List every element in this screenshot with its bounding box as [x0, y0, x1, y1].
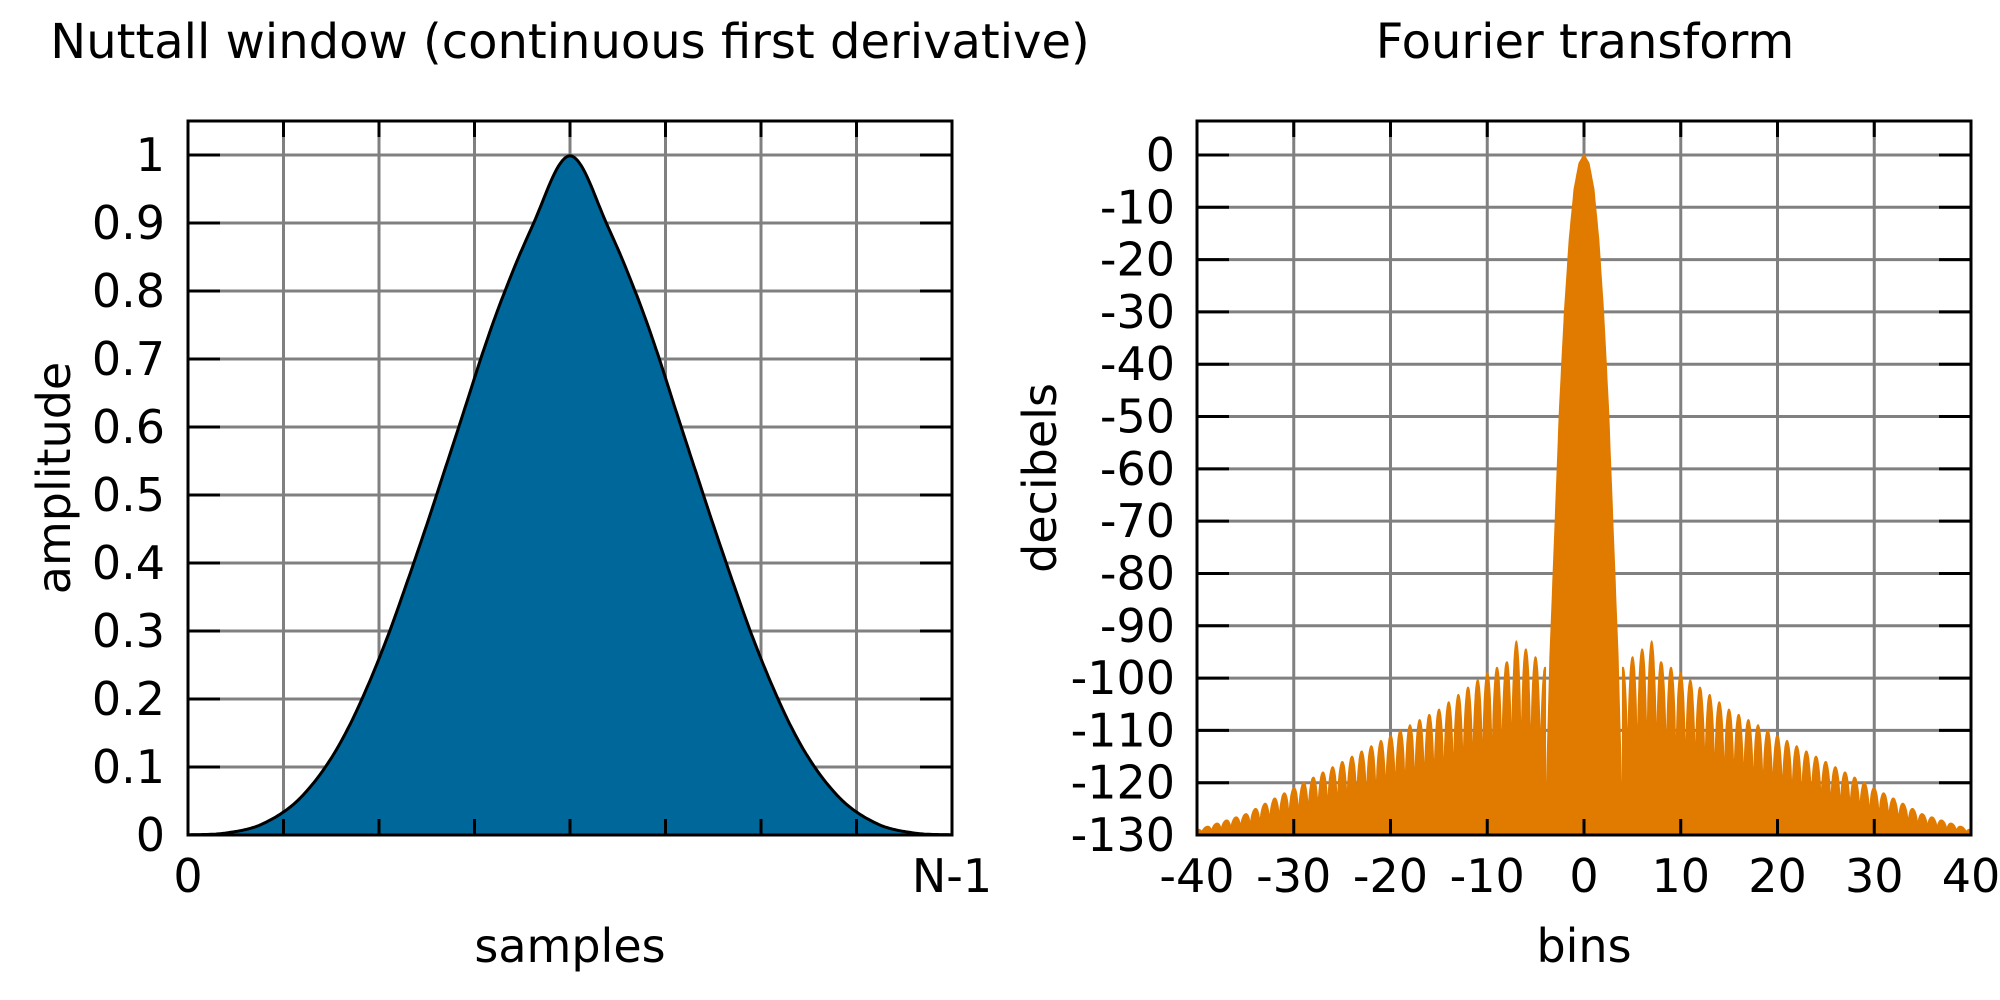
- fourier-x-tick-label: 10: [1651, 849, 1710, 903]
- fourier-chart: Fourier transform 0-10-20-30-40-50-60-70…: [1013, 14, 2000, 973]
- window-y-tick-label: 0.8: [92, 264, 165, 318]
- fourier-y-tick-label: -40: [1100, 337, 1175, 391]
- fourier-y-tick-label: -60: [1100, 442, 1175, 496]
- window-y-tick-label: 0.6: [92, 400, 165, 454]
- fourier-chart-tickmarks: [1197, 121, 1971, 837]
- fourier-y-tick-label: -70: [1100, 494, 1175, 548]
- fourier-x-tick-label: 30: [1845, 849, 1904, 903]
- window-y-tick-label: 0.3: [92, 604, 165, 658]
- fourier-spectrum: [1196, 153, 1972, 836]
- window-x-tick-labels: 0 N-1: [173, 849, 992, 903]
- fourier-sidelobes: [1621, 639, 1972, 836]
- fourier-x-tick-label: -30: [1256, 849, 1331, 903]
- window-chart-tickmarks: [188, 121, 952, 837]
- fourier-y-tick-label: -30: [1100, 285, 1175, 339]
- window-chart: Nuttall window (continuous first derivat…: [27, 14, 1090, 973]
- fourier-y-tick-label: -10: [1100, 180, 1175, 234]
- fourier-y-tick-label: -110: [1071, 703, 1175, 757]
- window-y-tick-label: 0.1: [92, 740, 165, 794]
- fourier-x-tick-label: 0: [1569, 849, 1598, 903]
- fourier-y-tick-label: -90: [1100, 599, 1175, 653]
- fourier-y-tick-label: -80: [1100, 546, 1175, 600]
- fourier-x-tick-label: -40: [1159, 849, 1234, 903]
- fourier-y-tick-label: -130: [1071, 808, 1175, 862]
- window-chart-title: Nuttall window (continuous first derivat…: [50, 14, 1089, 70]
- window-chart-frame: [186, 119, 954, 837]
- fourier-y-tick-label: -100: [1071, 651, 1175, 705]
- fourier-mainlobe: [1544, 153, 1624, 836]
- window-y-tick-label: 0: [136, 808, 165, 862]
- fourier-y-tick-label: -20: [1100, 233, 1175, 287]
- fourier-y-tick-label: -120: [1071, 756, 1175, 810]
- window-x-tick-label: 0: [173, 849, 202, 903]
- window-y-axis-label: amplitude: [27, 362, 81, 594]
- fourier-x-tick-labels: -40 -30 -20 -10 0 10 20 30 40: [1159, 849, 2000, 903]
- window-y-tick-label: 0.5: [92, 468, 165, 522]
- fourier-y-tick-labels: 0-10-20-30-40-50-60-70-80-90-100-110-120…: [1071, 128, 1175, 862]
- fourier-x-tick-label: 20: [1748, 849, 1807, 903]
- window-y-tick-label: 0.2: [92, 672, 165, 726]
- window-y-tick-labels: 0 0.1 0.2 0.3 0.4 0.5 0.6 0.7 0.8 0.9 1: [92, 128, 165, 862]
- window-y-tick-label: 1: [136, 128, 165, 182]
- fourier-y-axis-label: decibels: [1013, 383, 1067, 573]
- window-x-tick-label: N-1: [912, 849, 992, 903]
- fourier-chart-frame: [1195, 119, 1973, 837]
- fourier-x-tick-label: 40: [1942, 849, 2000, 903]
- window-y-tick-label: 0.9: [92, 196, 165, 250]
- fourier-x-tick-label: -20: [1353, 849, 1428, 903]
- fourier-chart-title: Fourier transform: [1376, 14, 1795, 70]
- fourier-y-tick-label: 0: [1146, 128, 1175, 182]
- window-y-tick-label: 0.4: [92, 536, 165, 590]
- window-y-tick-label: 0.7: [92, 332, 165, 386]
- fourier-x-axis-label: bins: [1536, 919, 1631, 973]
- fourier-y-tick-label: -50: [1100, 390, 1175, 444]
- fourier-sidelobes: [1196, 639, 1547, 836]
- window-area: [188, 155, 952, 836]
- window-x-axis-label: samples: [474, 919, 665, 973]
- fourier-x-tick-label: -10: [1450, 849, 1525, 903]
- window-curve: [188, 154, 952, 837]
